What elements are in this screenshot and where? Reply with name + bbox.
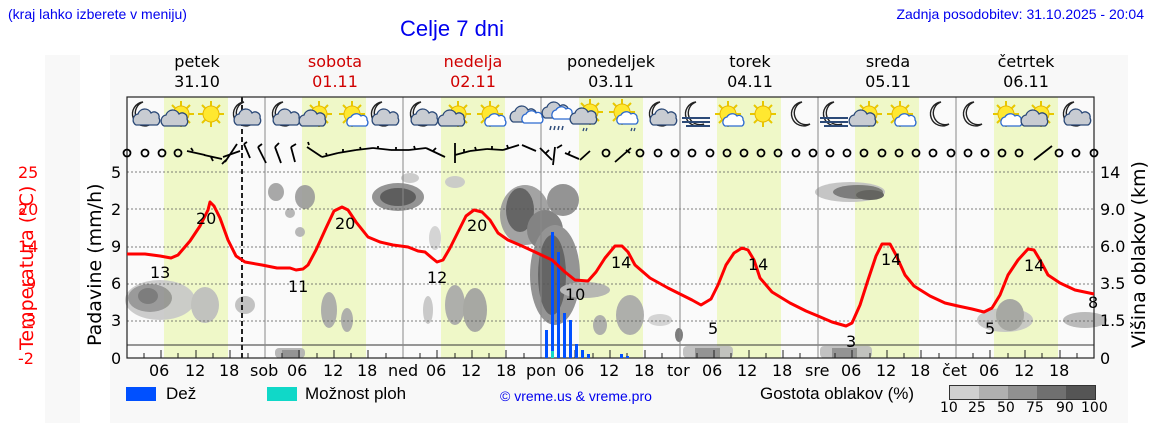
partly-cloudy-icon: [298, 100, 333, 128]
svg-text:10: 10: [565, 285, 585, 304]
temperature-axis-label: Temperatura (°C): [16, 185, 38, 350]
day-header-3: ponedeljek 03.11: [567, 52, 655, 91]
copyright-link[interactable]: © vreme.us & vreme.pro: [500, 388, 652, 404]
svg-text:3: 3: [846, 332, 856, 351]
showers-day-icon: [608, 98, 639, 132]
night-cloudy-icon: [370, 101, 400, 127]
partly-cloudy-icon: [848, 100, 883, 128]
svg-text:20: 20: [467, 216, 487, 235]
night-clear-icon: [790, 101, 811, 127]
rain-legend-swatch: [126, 387, 156, 401]
cloud-density-scale: [949, 385, 1096, 400]
night-fog-icon: [820, 101, 848, 127]
partly-cloudy-icon: [1020, 100, 1055, 128]
temperature-axis: 25 20 14 9 3 -2: [18, 163, 39, 368]
cloud-density-layer: [125, 173, 1107, 358]
showers-day-icon: [569, 98, 604, 132]
last-updated: Zadnja posodobitev: 31.10.2025 - 20:04: [896, 6, 1144, 22]
night-cloudy-icon: [271, 101, 301, 127]
night-fog-icon: [682, 101, 710, 127]
cloud-height-axis: 14 9.0 6.0 3.5 1.5 0: [1100, 163, 1126, 368]
page-title: Celje 7 dni: [400, 16, 504, 41]
showers-legend-label: Možnost ploh: [305, 384, 407, 403]
temperature-line: [127, 200, 1095, 328]
night-cloudy-icon: [131, 101, 161, 127]
grid-lines: [127, 171, 1094, 322]
day-header-4: torek 04.11: [727, 52, 773, 91]
precipitation-axis: 5 2 9 6 3 0: [111, 163, 122, 368]
svg-text:12: 12: [427, 268, 447, 287]
svg-text:14: 14: [748, 255, 768, 274]
svg-text:13: 13: [150, 263, 170, 282]
day-header-1: sobota 01.11: [307, 52, 363, 91]
svg-text:11: 11: [288, 277, 308, 296]
day-header-6: četrtek 06.11: [997, 52, 1055, 91]
night-cloudy-icon: [1062, 101, 1092, 127]
rain-bars: [545, 232, 629, 358]
cloud-density-legend-label: Gostota oblakov (%): [760, 384, 915, 403]
svg-text:5: 5: [985, 319, 995, 338]
night-cloudy-icon: [409, 101, 439, 127]
night-cloudy-icon: [648, 101, 678, 127]
precipitation-axis-label: Padavine (mm/h): [84, 183, 106, 346]
cloudy-icon: [509, 105, 544, 124]
sunny-icon: [749, 100, 777, 128]
day-header-0: petek 31.10: [174, 52, 220, 91]
day-header-5: sreda 05.11: [865, 52, 911, 91]
partly-cloudy-icon: [160, 100, 195, 128]
sunny-cloud-icon: [886, 100, 917, 128]
svg-text:14: 14: [1024, 256, 1044, 275]
showers-legend-swatch: [267, 387, 297, 401]
cloud-height-axis-label: Višina oblakov (km): [1128, 161, 1150, 348]
sunny-cloud-icon: [714, 100, 745, 128]
svg-text:20: 20: [335, 214, 355, 233]
svg-text:8: 8: [1088, 293, 1098, 312]
svg-text:5: 5: [708, 319, 718, 338]
night-cloudy-icon: [232, 101, 262, 127]
temp-axis-panel: [45, 55, 80, 423]
sunny-cloud-icon: [338, 100, 369, 128]
svg-text:20: 20: [196, 209, 216, 228]
svg-text:14: 14: [611, 253, 631, 272]
day-header-2: nedelja 02.11: [443, 52, 503, 91]
rain-cloud-icon: [541, 101, 574, 131]
svg-text:14: 14: [881, 250, 901, 269]
night-clear-icon: [929, 101, 950, 127]
sunny-icon: [197, 100, 225, 128]
partly-cloudy-icon: [437, 100, 472, 128]
location-menu-hint[interactable]: (kraj lahko izberete v meniju): [8, 6, 187, 22]
wind-row: [122, 141, 1099, 166]
rain-legend-label: Dež: [166, 384, 197, 403]
night-clear-icon: [962, 101, 983, 127]
temp-labels: 13 20 11 20 12 20 10 14 5 14 3 14 5 14 8: [150, 209, 1098, 351]
sunny-cloud-icon: [476, 100, 507, 128]
sunny-cloud-icon: [992, 100, 1023, 128]
time-axis: 06 12 18 sob 06 12 18 ned 06 12 18 pon 0…: [149, 361, 1070, 380]
